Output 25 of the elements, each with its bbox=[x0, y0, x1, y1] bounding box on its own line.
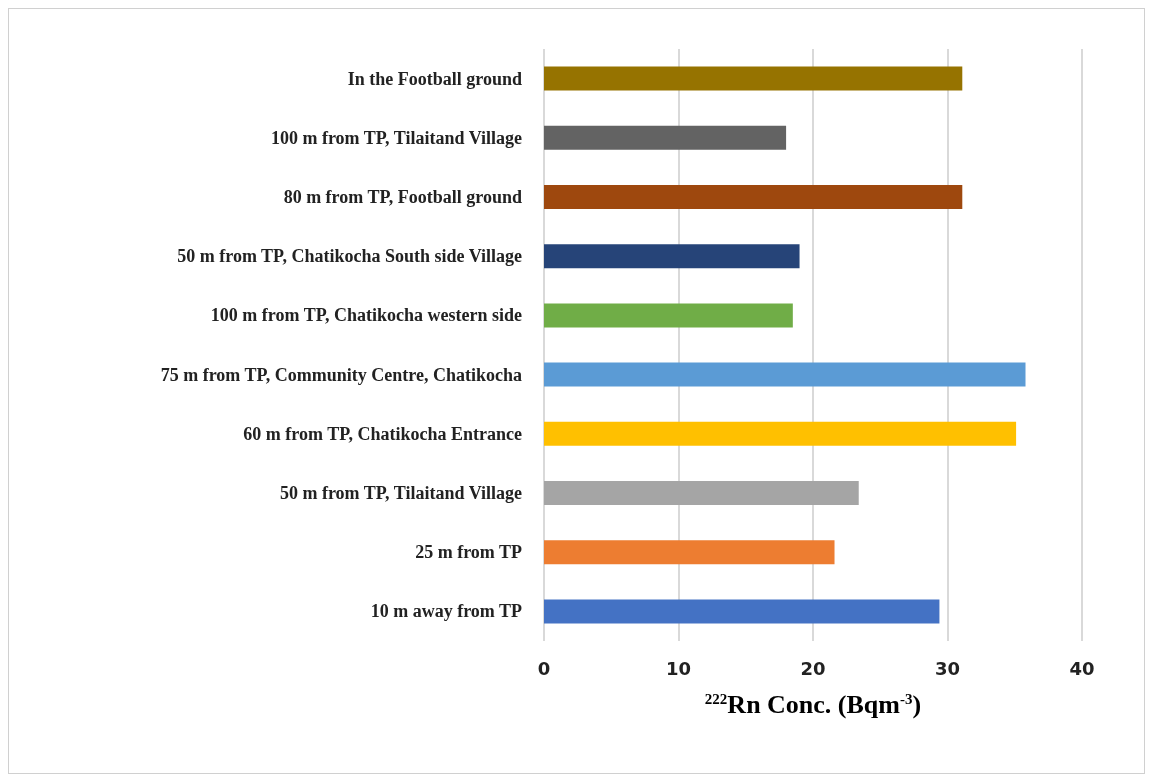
bar bbox=[544, 125, 787, 150]
bar bbox=[544, 421, 1017, 446]
y-tick-label: 80 m from TP, Football ground bbox=[283, 187, 522, 207]
bar bbox=[544, 185, 963, 209]
x-tick-label: 40 bbox=[1069, 657, 1095, 679]
x-tick-label: 30 bbox=[934, 657, 961, 679]
bar bbox=[544, 244, 800, 269]
y-tick-label: 100 m from TP, Chatikocha western side bbox=[210, 305, 523, 326]
y-tick-label: 100 m from TP, Tilaitand Village bbox=[270, 127, 523, 148]
bar bbox=[544, 540, 835, 565]
x-tick-label: 0 bbox=[537, 657, 551, 679]
bar bbox=[544, 66, 963, 91]
y-tick-label: In the Football ground bbox=[347, 68, 522, 89]
y-tick-label: 10 m away from TP bbox=[370, 601, 522, 622]
x-tick-label: 20 bbox=[800, 657, 826, 679]
y-tick-label: 50 m from TP, Chatikocha South side Village bbox=[177, 246, 523, 267]
y-tick-label: 60 m from TP, Chatikocha Entrance bbox=[243, 423, 522, 444]
y-tick-label: 75 m from TP, Community Centre, Chatikocha bbox=[160, 364, 522, 385]
y-tick-label: 50 m from TP, Tilaitand Village bbox=[279, 483, 523, 503]
bar bbox=[544, 362, 1026, 387]
bar bbox=[544, 303, 793, 328]
x-tick-label: 10 bbox=[665, 657, 692, 679]
bar bbox=[544, 599, 940, 624]
bar bbox=[544, 481, 859, 505]
y-tick-label: 25 m from TP bbox=[415, 542, 522, 563]
